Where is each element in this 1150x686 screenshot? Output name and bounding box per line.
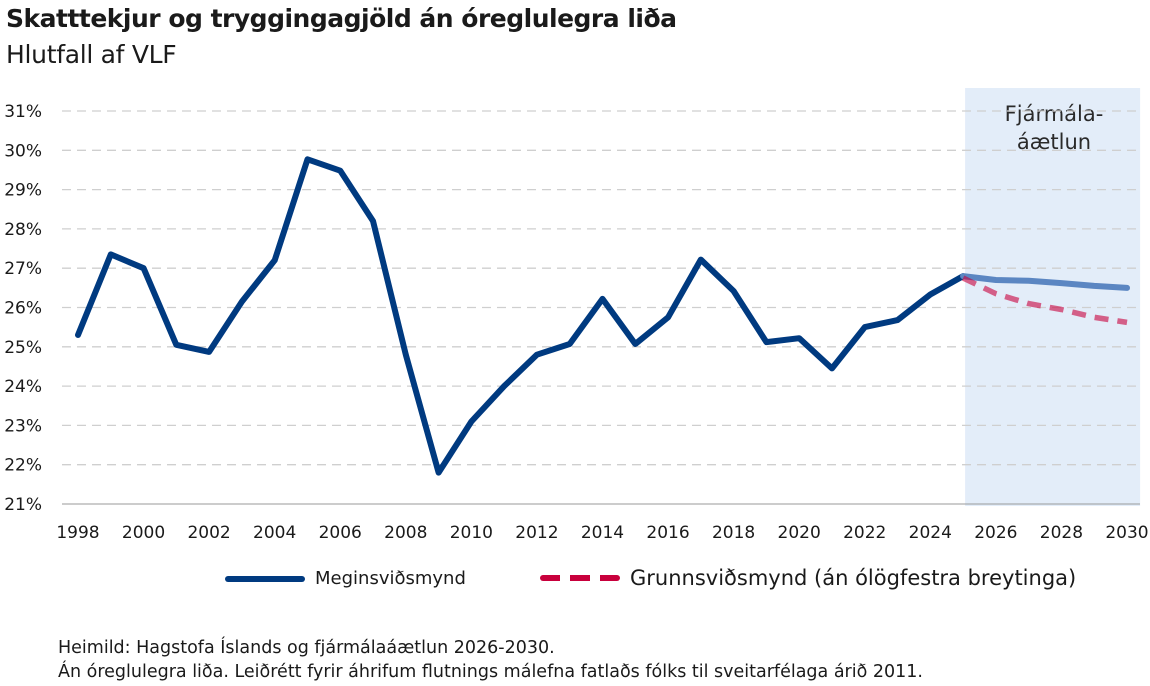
source-line-1: Heimild: Hagstofa Íslands og fjármálaáæt… [58,638,555,658]
x-tick-label: 2030 [1105,523,1148,543]
series-line-meginsvidsmynd-forecast [960,273,1130,291]
y-tick-label: 24% [4,377,42,397]
x-tick-label: 2006 [319,523,362,543]
x-tick-label: 2026 [974,523,1017,543]
x-tick-label: 2022 [843,523,886,543]
line-chart: Fjármála-áætlun21%22%23%24%25%26%27%28%2… [4,88,1149,543]
x-tick-label: 2018 [712,523,755,543]
y-tick-label: 22% [4,456,42,476]
y-tick-label: 30% [4,141,42,161]
x-tick-label: 2020 [778,523,821,543]
x-tick-label: 2016 [646,523,689,543]
y-tick-label: 23% [4,416,42,436]
source-note: Heimild: Hagstofa Íslands og fjármálaáæt… [58,636,923,684]
x-tick-label: 1998 [56,523,99,543]
series-line-meginsvidsmynd [75,156,967,476]
legend-label-grunnsvidsmynd: Grunnsviðsmynd (án ólögfestra breytinga) [630,566,1077,590]
source-line-2: Án óreglulegra liða. Leiðrétt fyrir áhri… [58,662,923,682]
chart-subtitle: Hlutfall af VLF [6,40,177,69]
chart-title: Skatttekjur og tryggingagjöld án óreglul… [6,4,677,33]
x-tick-label: 2002 [187,523,230,543]
legend-label-meginsvidsmynd: Meginsviðsmynd [315,568,466,589]
y-tick-label: 26% [4,299,42,319]
x-tick-label: 2028 [1040,523,1083,543]
series-line-grunnsvidsmynd [961,275,1128,326]
x-tick-label: 2024 [909,523,952,543]
y-tick-label: 29% [4,181,42,201]
legend-swatch-solid [225,575,305,582]
x-tick-label: 2010 [450,523,493,543]
legend: Meginsviðsmynd Grunnsviðsmynd (án ólögfe… [0,566,1150,596]
x-tick-label: 2012 [515,523,558,543]
y-tick-label: 28% [4,220,42,240]
x-tick-label: 2004 [253,523,296,543]
y-tick-label: 21% [4,495,42,515]
y-tick-label: 27% [4,259,42,279]
y-tick-label: 31% [4,102,42,122]
forecast-label-line-1: Fjármála- [1005,102,1104,126]
x-tick-label: 2014 [581,523,624,543]
x-tick-label: 2008 [384,523,427,543]
legend-item-grunnsvidsmynd: Grunnsviðsmynd (án ólögfestra breytinga) [540,566,1076,590]
y-tick-label: 25% [4,338,42,358]
forecast-shaded-region [965,88,1141,506]
legend-item-meginsvidsmynd: Meginsviðsmynd [225,568,466,589]
legend-swatch-dashed [540,575,620,581]
x-tick-label: 2000 [122,523,165,543]
